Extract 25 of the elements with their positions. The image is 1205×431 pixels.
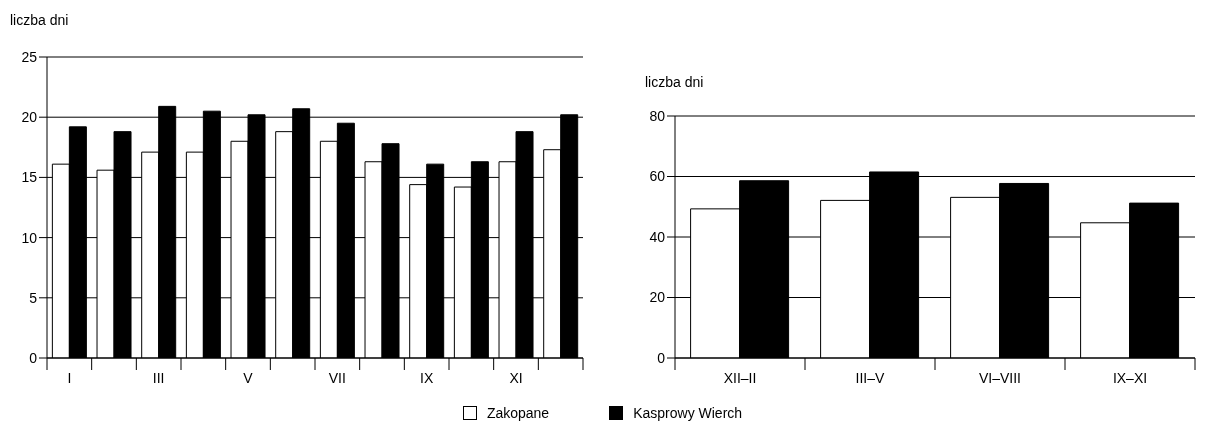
x-tick-label: III–V xyxy=(855,370,886,386)
y-axis-title: liczba dni xyxy=(645,74,704,90)
y-tick-label: 80 xyxy=(649,107,666,124)
legend-label: Kasprowy Wierch xyxy=(633,405,743,421)
y-tick-label: 0 xyxy=(29,349,38,366)
x-tick-label: I xyxy=(67,370,72,386)
legend-label: Zakopane xyxy=(486,405,550,421)
x-tick-label: III xyxy=(152,370,165,386)
y-tick-label: 15 xyxy=(21,169,38,186)
x-tick-label: V xyxy=(243,370,254,386)
y-tick-label: 5 xyxy=(29,289,38,306)
x-tick-label: XII–II xyxy=(723,370,757,386)
y-tick-label: 60 xyxy=(649,168,666,185)
y-tick-label: 25 xyxy=(21,48,38,65)
x-tick-label: VI–VIII xyxy=(978,370,1022,386)
y-tick-label: 40 xyxy=(649,228,666,245)
y-axis-title: liczba dni xyxy=(10,12,69,28)
y-tick-label: 10 xyxy=(21,229,38,246)
y-tick-label: 20 xyxy=(649,289,666,306)
x-tick-label: IX xyxy=(420,370,434,386)
x-tick-label: IX–XI xyxy=(1112,370,1148,386)
x-tick-label: XI xyxy=(509,370,523,386)
y-tick-label: 20 xyxy=(21,109,38,126)
y-tick-label: 0 xyxy=(657,349,666,366)
x-tick-label: VII xyxy=(328,370,346,386)
